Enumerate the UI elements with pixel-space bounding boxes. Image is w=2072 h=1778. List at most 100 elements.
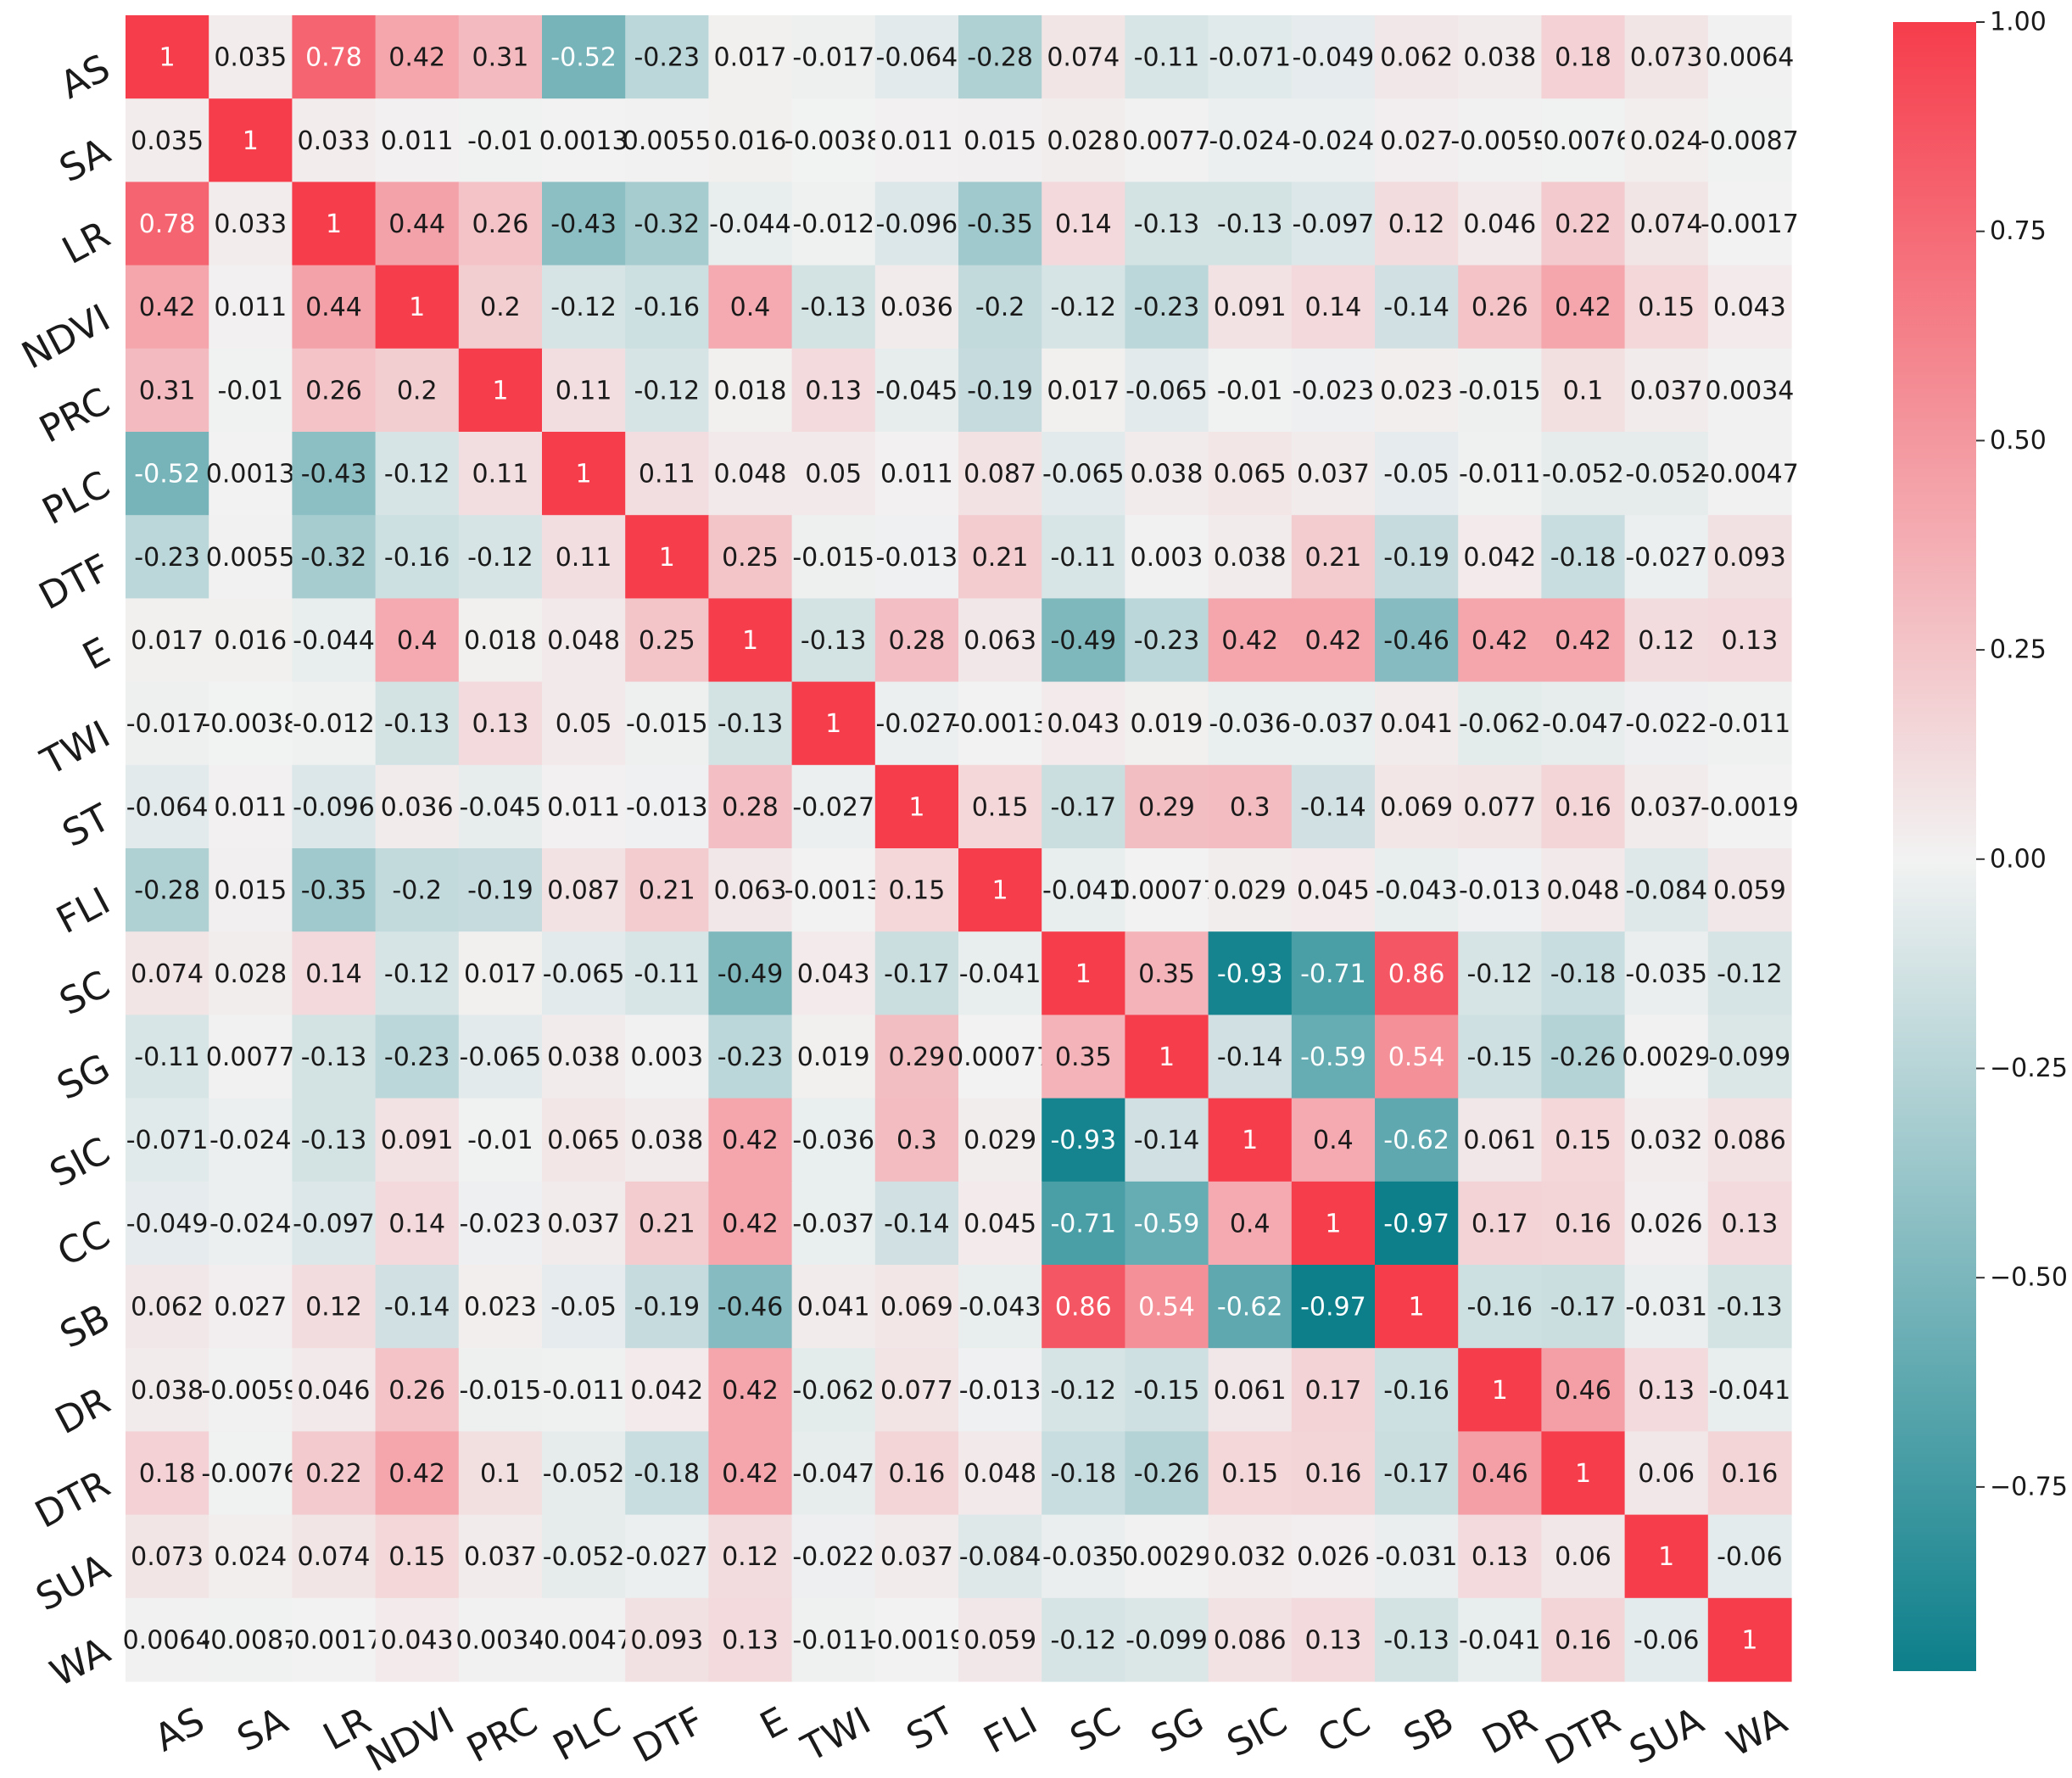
- x-tick-label-ST: ST: [900, 1699, 961, 1759]
- cell-CC-ST: [874, 1181, 959, 1266]
- cell-value-SC-SC: 1: [1075, 959, 1092, 989]
- cell-value-DR-SC: -0.12: [1050, 1376, 1116, 1406]
- cell-value-E-SIC: 0.42: [1221, 626, 1278, 656]
- colorbar-tick-label: 1.00: [1990, 8, 2047, 37]
- cell-SUA-PLC: [542, 1514, 626, 1599]
- cell-WA-SA: [209, 1597, 293, 1682]
- cell-E-SIC: [1208, 598, 1293, 683]
- cell-value-SA-SA: 1: [243, 126, 259, 156]
- cell-SB-ST: [874, 1265, 959, 1349]
- y-tick-label-DTF: DTF: [32, 546, 117, 618]
- cell-value-SB-FLI: -0.043: [959, 1293, 1042, 1322]
- cell-value-TWI-AS: -0.017: [126, 709, 209, 739]
- cell-value-SG-SUA: 0.0029: [1622, 1043, 1711, 1072]
- cell-value-AS-PRC: 0.31: [472, 43, 529, 73]
- cell-value-SUA-SUA: 1: [1658, 1542, 1674, 1572]
- cell-value-LR-CC: -0.097: [1293, 210, 1375, 239]
- cell-value-E-E: 1: [742, 626, 758, 656]
- cell-PRC-SG: [1125, 348, 1209, 433]
- cell-value-SIC-WA: 0.086: [1713, 1126, 1786, 1155]
- cell-value-PLC-SB: -0.05: [1383, 460, 1449, 489]
- x-tick-label-DTR: DTR: [1539, 1699, 1628, 1774]
- cell-SIC-DTF: [625, 1098, 709, 1183]
- cell-value-DTF-PLC: 0.11: [556, 543, 612, 573]
- cell-value-LR-DTR: 0.22: [1555, 210, 1611, 239]
- cell-LR-SB: [1375, 182, 1459, 266]
- cell-PRC-CC: [1291, 348, 1376, 433]
- cell-PRC-TWI: [791, 348, 876, 433]
- cell-value-NDVI-FLI: -0.2: [975, 293, 1025, 322]
- cell-value-SIC-TWI: -0.036: [792, 1126, 874, 1155]
- cell-value-PLC-PLC: 1: [576, 460, 592, 489]
- cell-value-DR-CC: 0.17: [1305, 1376, 1362, 1406]
- cell-FLI-SIC: [1208, 848, 1293, 932]
- cell-value-CC-TWI: -0.037: [792, 1209, 874, 1238]
- cell-value-TWI-PRC: 0.13: [472, 709, 529, 739]
- cell-value-AS-TWI: -0.017: [792, 43, 874, 73]
- cell-value-WA-TWI: -0.011: [792, 1625, 874, 1655]
- cell-SC-SC: [1042, 931, 1125, 1015]
- cell-value-FLI-AS: -0.28: [134, 876, 200, 906]
- cell-CC-SC: [1042, 1181, 1125, 1266]
- cell-value-DTR-SC: -0.18: [1050, 1459, 1116, 1489]
- cell-PRC-DTR: [1541, 348, 1626, 433]
- cell-SIC-DTR: [1541, 1098, 1626, 1183]
- cell-value-PLC-SIC: 0.065: [1214, 460, 1287, 489]
- cell-SUA-SC: [1042, 1514, 1125, 1599]
- cell-DR-SA: [209, 1348, 293, 1432]
- cell-DR-PLC: [542, 1348, 626, 1432]
- cell-AS-TWI: [791, 15, 876, 99]
- cell-value-PRC-AS: 0.31: [139, 376, 196, 405]
- cell-value-SA-DTF: 0.0055: [623, 126, 712, 156]
- cell-PLC-DTF: [625, 432, 709, 516]
- cell-LR-DTF: [625, 182, 709, 266]
- cell-value-DTR-NDVI: 0.42: [388, 1459, 445, 1489]
- cell-DR-SIC: [1208, 1348, 1293, 1432]
- cell-value-WA-SUA: -0.06: [1634, 1625, 1700, 1655]
- cell-WA-SG: [1125, 1597, 1209, 1682]
- cell-NDVI-SB: [1375, 265, 1459, 349]
- cell-value-CC-PLC: 0.037: [547, 1209, 620, 1238]
- cell-value-LR-SC: 0.14: [1055, 210, 1112, 239]
- cell-value-ST-DTR: 0.16: [1555, 792, 1611, 822]
- cell-E-PLC: [542, 598, 626, 683]
- cell-value-FLI-LR: -0.35: [301, 876, 367, 906]
- cell-value-DR-SG: -0.15: [1134, 1376, 1200, 1406]
- cell-TWI-AS: [126, 681, 209, 766]
- cell-NDVI-AS: [126, 265, 209, 349]
- cell-value-NDVI-WA: 0.043: [1713, 293, 1786, 322]
- cell-value-SA-PLC: 0.0013: [539, 126, 628, 156]
- cell-value-LR-LR: 1: [326, 210, 342, 239]
- cell-SUA-SUA: [1624, 1514, 1709, 1599]
- cell-value-TWI-PLC: 0.05: [556, 709, 612, 739]
- cell-value-PRC-WA: 0.0034: [1705, 376, 1794, 405]
- cell-value-CC-SIC: 0.4: [1230, 1209, 1271, 1238]
- cell-value-DR-DTR: 0.46: [1555, 1376, 1611, 1406]
- cell-value-ST-SB: 0.069: [1380, 792, 1453, 822]
- cell-ST-DTF: [625, 764, 709, 849]
- cell-ST-NDVI: [375, 764, 460, 849]
- cell-SUA-SB: [1375, 1514, 1459, 1599]
- cell-SA-DR: [1458, 98, 1542, 182]
- y-tick-label-CC: CC: [51, 1212, 117, 1275]
- cell-SIC-SB: [1375, 1098, 1459, 1183]
- cell-CC-PRC: [458, 1181, 543, 1266]
- cell-value-DR-LR: 0.046: [298, 1376, 371, 1406]
- cell-value-ST-DR: 0.077: [1463, 792, 1536, 822]
- cell-SA-AS: [126, 98, 209, 182]
- cell-SIC-DR: [1458, 1098, 1542, 1183]
- cell-TWI-SA: [209, 681, 293, 766]
- cell-E-WA: [1707, 598, 1792, 683]
- cell-SUA-LR: [292, 1514, 377, 1599]
- cell-E-CC: [1291, 598, 1376, 683]
- cell-value-TWI-SA: -0.0038: [201, 709, 299, 739]
- y-tick-label-SA: SA: [53, 130, 117, 192]
- cell-ST-SG: [1125, 764, 1209, 849]
- cell-DTF-FLI: [958, 515, 1042, 599]
- cell-value-PLC-SA: 0.0013: [206, 460, 295, 489]
- cell-SB-NDVI: [375, 1265, 460, 1349]
- cell-value-NDVI-SC: -0.12: [1050, 293, 1116, 322]
- cell-value-WA-SB: -0.13: [1383, 1625, 1449, 1655]
